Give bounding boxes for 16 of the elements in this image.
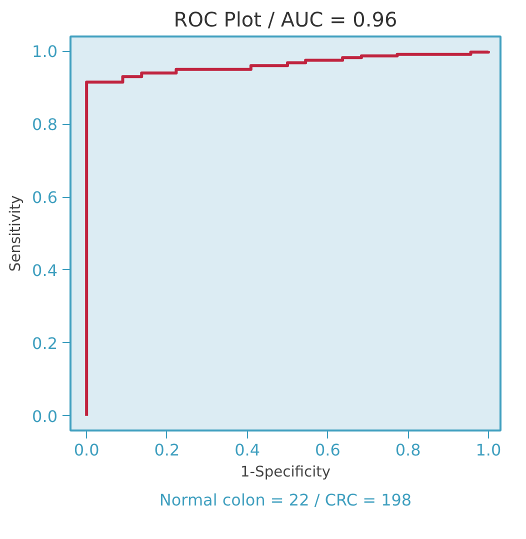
y-axis-title: Sensitivity [7,195,24,272]
y-tick-label: 0.8 [32,115,58,134]
x-tick-label: 0.2 [154,440,180,460]
x-tick-label: 0.0 [74,440,100,460]
x-tick-label: 0.6 [314,440,340,460]
y-tick-label: 1.0 [32,42,58,62]
x-tick-label: 1.0 [476,440,502,460]
x-tick-label: 0.4 [234,440,260,460]
x-tick-label: 0.8 [395,440,421,460]
y-tick-label: 0.6 [32,188,58,208]
y-tick-label: 0.4 [32,260,58,280]
x-axis-title: 1-Specificity [240,464,331,480]
chart-title: ROC Plot / AUC = 0.96 [174,8,398,32]
y-tick-label: 0.2 [32,334,58,353]
y-tick-label: 0.0 [32,406,58,426]
text: Normal colon = 22 / CRC = 198 [159,490,412,510]
